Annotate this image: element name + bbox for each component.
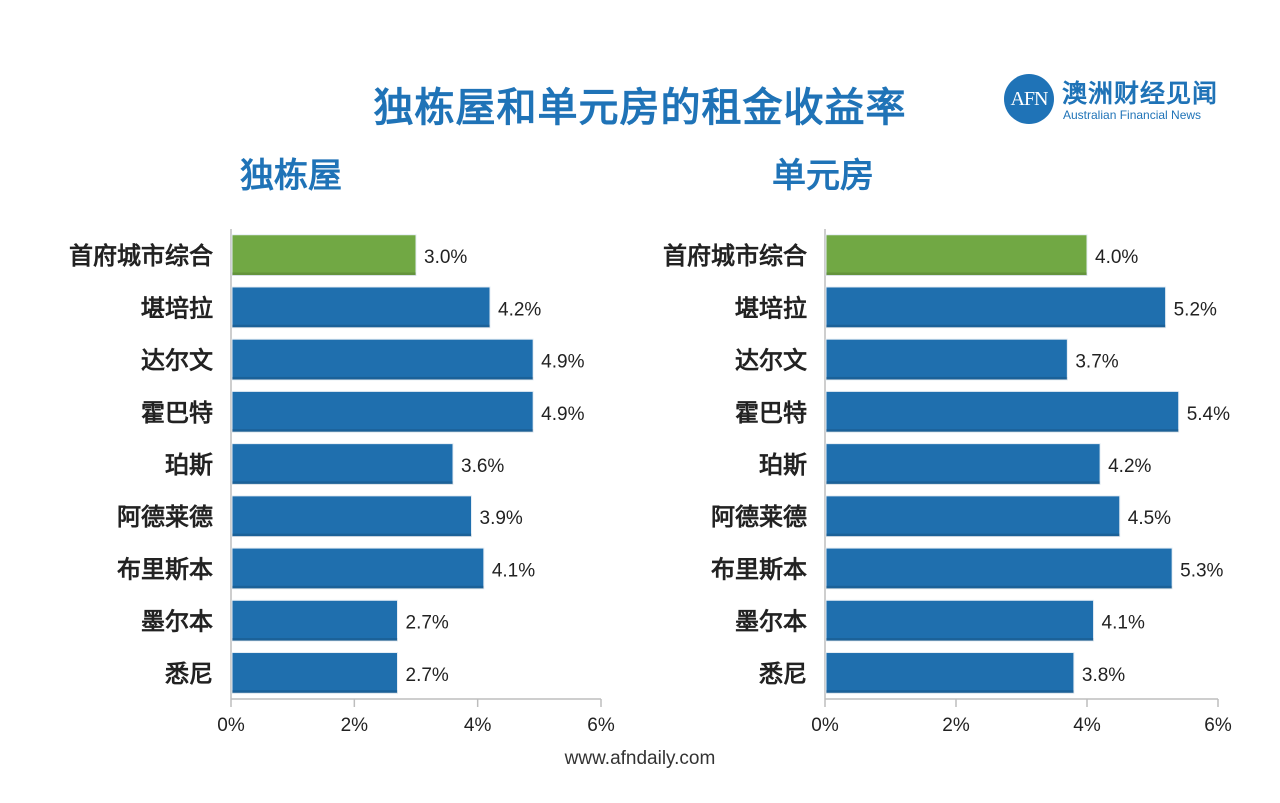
bar-7 [825,599,1095,642]
category-label: 悉尼 [165,660,213,688]
value-label: 3.6% [461,456,504,477]
bar-2 [231,338,534,381]
bar-0 [825,234,1088,276]
bar-shadow [232,272,416,276]
bar-6 [231,547,485,590]
bar-shadow [826,429,1179,433]
bar-shadow [232,376,534,380]
category-label: 霍巴特 [141,399,213,427]
units-yield-chart: 0% 2% 4% 6% 4.0% 首府城市综合 5.2% 堪培拉 3.7% 达尔文 5.4% 霍巴特 4… [663,229,1232,736]
footer-url: www.afndaily.com [564,748,716,769]
bar-1 [231,286,491,329]
bar-shadow [232,690,398,694]
value-label: 3.7% [1075,352,1118,373]
page-title: 独栋屋和单元房的租金收益率 [373,85,907,131]
bar-shadow [826,585,1173,589]
logo-circle-icon [1004,74,1054,124]
houses-yield-chart: 0% 2% 4% 6% 3.0% 首府城市综合 4.2% 堪培拉 4.9% 达尔文 4.9% 霍巴特 3… [69,229,615,736]
x-tick-label: 6% [1204,715,1232,736]
bar-shadow [826,324,1166,328]
bar-8 [825,652,1075,694]
bar-2 [825,338,1068,381]
value-label: 5.4% [1187,404,1230,425]
bar-shadow [826,272,1087,276]
category-label: 首府城市综合 [663,242,808,270]
bar-4 [825,443,1101,485]
value-label: 2.7% [406,613,449,634]
bar-5 [825,495,1121,538]
x-tick-label: 4% [464,715,492,736]
x-tick-label: 0% [217,715,245,736]
bar-shadow [232,638,398,642]
bar-shadow [232,324,490,328]
bar-7 [231,599,398,642]
value-label: 2.7% [406,665,449,686]
bar-0 [231,234,417,276]
bar-shadow [826,638,1094,642]
bar-shadow [232,481,453,485]
bar-6 [825,547,1173,590]
bar-8 [231,652,398,694]
logo-english-name: Australian Financial News [1063,108,1202,122]
x-tick-label: 2% [341,715,369,736]
bar-shadow [232,585,484,589]
x-tick-label: 0% [811,715,839,736]
bar-shadow [232,533,472,537]
bar-4 [231,443,454,485]
value-label: 4.0% [1095,247,1138,268]
value-label: 3.8% [1082,665,1125,686]
bar-3 [825,390,1180,433]
value-label: 4.5% [1128,508,1171,529]
bar-3 [231,390,534,433]
value-label: 4.9% [541,404,584,425]
x-tick-label: 4% [1073,715,1101,736]
value-label: 4.2% [498,299,541,320]
category-label: 布里斯本 [117,555,213,583]
value-label: 4.9% [541,352,584,373]
category-label: 珀斯 [165,451,213,479]
category-label: 墨尔本 [141,608,213,636]
value-label: 3.0% [424,247,467,268]
value-label: 3.9% [480,508,523,529]
chart-title-units: 单元房 [772,156,874,196]
category-label: 霍巴特 [735,399,807,427]
bar-5 [231,495,472,538]
category-label: 阿德莱德 [117,503,213,531]
category-label: 悉尼 [759,660,807,688]
category-label: 达尔文 [141,347,214,375]
bar-1 [825,286,1167,329]
logo-chinese-name: 澳洲财经见闻 [1062,79,1219,108]
value-label: 4.1% [492,560,535,581]
category-label: 首府城市综合 [69,242,214,270]
chart-title-houses: 独栋屋 [240,156,342,196]
category-label: 珀斯 [759,451,807,479]
afn-logo: AFN 澳洲财经见闻 Australian Financial News [1004,72,1234,128]
value-label: 4.1% [1102,613,1145,634]
bar-shadow [826,533,1120,537]
value-label: 5.2% [1174,299,1217,320]
logo-mark: AFN [1010,88,1048,110]
bar-shadow [826,690,1074,694]
category-label: 堪培拉 [141,294,213,322]
category-label: 阿德莱德 [711,503,807,531]
bar-shadow [826,481,1101,485]
category-label: 墨尔本 [735,608,807,636]
category-label: 达尔文 [735,347,808,375]
category-label: 布里斯本 [711,555,807,583]
value-label: 5.3% [1180,560,1223,581]
bar-shadow [232,429,534,433]
category-label: 堪培拉 [735,294,807,322]
value-label: 4.2% [1108,456,1151,477]
x-tick-label: 2% [942,715,970,736]
x-tick-label: 6% [587,715,615,736]
bar-shadow [826,376,1068,380]
